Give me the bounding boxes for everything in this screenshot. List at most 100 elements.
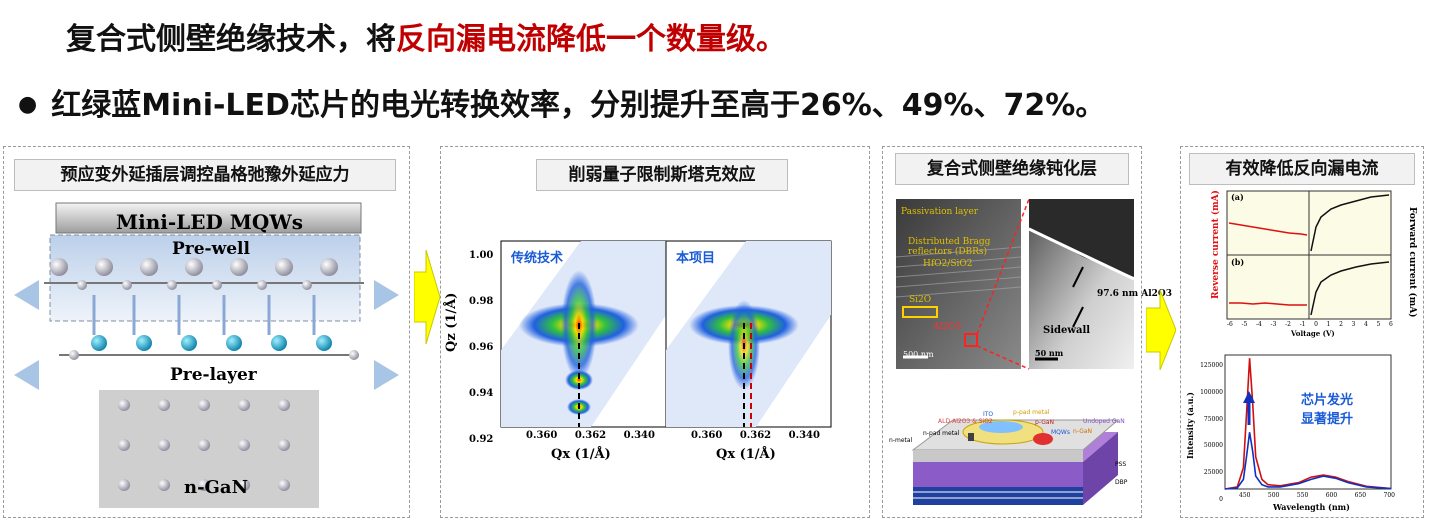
iv-x-tick: -5: [1241, 321, 1248, 328]
rsm-x-ticks-right: 0.360 0.362 0.340: [691, 430, 820, 441]
y-tick: 0.96: [469, 342, 494, 353]
annotation-line-2: 显著提升: [1301, 412, 1354, 427]
spectrum-x-ticks: 450 500 550 600 650 700: [1239, 492, 1395, 499]
rsm-x-ticks-left: 0.360 0.362 0.340: [526, 430, 655, 441]
device-nmetal-label: n-metal: [889, 437, 913, 444]
arrow-left-2: [14, 360, 39, 390]
spectrum-series-0: [1224, 358, 1392, 490]
panel-leakage: 有效降低反向漏电流 (a) (b) Reverse current (mA) F…: [1180, 146, 1424, 518]
tem-sio-label: Si2O: [909, 295, 932, 305]
panel-1-title: 预应变外延插层调控晶格弛豫外延应力: [14, 159, 396, 191]
arrow-right-2: [374, 360, 399, 390]
iv-figure: [1226, 190, 1392, 320]
spectrum-xlabel: Wavelength (nm): [1273, 502, 1350, 512]
spec-y-tick: 125000: [1200, 362, 1223, 369]
device-ppad-label: p-pad metal: [1013, 409, 1050, 416]
arrow-left-1: [14, 280, 39, 310]
spectrum-chart: [1224, 354, 1392, 490]
spec-y-tick: 100000: [1200, 388, 1223, 396]
spec-x-tick: 550: [1296, 492, 1309, 499]
zoom-box: [964, 333, 978, 347]
tem-scale-2: 50 nm: [1035, 348, 1064, 358]
arrow-right-1: [374, 280, 399, 310]
rsm-x-axis-label-left: Qx (1/Å): [551, 447, 611, 462]
tem-passivation-label: Passivation layer: [901, 207, 979, 217]
panel-3-title: 复合式侧壁绝缘钝化层: [895, 153, 1129, 185]
tem-stack-label: HfO2/SiO2: [923, 259, 973, 269]
device-ito-label: ITO: [983, 411, 994, 418]
spec-y-tick: 0: [1219, 495, 1223, 503]
iv-x-tick: -4: [1256, 321, 1262, 328]
iv-x-tick: 5: [1376, 321, 1381, 328]
spec-x-tick: 700: [1383, 492, 1395, 499]
spectrum-annotation: 芯片发光 显著提升: [1301, 391, 1353, 429]
panel-qcse: 削弱量子限制斯塔克效应 传统技术 本项目 Qz (1/Å) 1.00 0.98 …: [440, 146, 870, 518]
device-undoped-label: Undoped GaN: [1083, 418, 1125, 425]
increase-arrow-head: [1243, 391, 1255, 403]
device-ald-label: ALD-Al2O3 & SiO2: [938, 418, 993, 425]
headline-1-highlight: 反向漏电流降低一个数量级。: [396, 22, 786, 57]
strain-arrows: [92, 295, 316, 335]
flow-arrow-1: [414, 250, 440, 344]
iv-x-tick: 1: [1326, 321, 1331, 328]
x-tick: 0.362: [574, 430, 607, 441]
flow-arrow-2: [1146, 290, 1176, 370]
spec-x-tick: 450: [1239, 492, 1251, 499]
panel-2-title: 削弱量子限制斯塔克效应: [536, 159, 788, 191]
device-mqws-label: MQWs: [1051, 429, 1070, 436]
spec-y-tick: 25000: [1203, 469, 1223, 477]
iv-x-ticks: -6 -5 -4 -3 -2 -1 0 1 2 3 4 5 6: [1227, 321, 1393, 328]
headline-1: 复合式侧壁绝缘技术，将反向漏电流降低一个数量级。: [66, 14, 786, 58]
iv-x-tick: -2: [1285, 321, 1291, 328]
spec-x-tick: 600: [1325, 492, 1338, 499]
x-tick: 0.340: [788, 430, 820, 441]
iv-x-tick: 0: [1314, 321, 1318, 328]
y-tick: 0.98: [469, 296, 494, 307]
tem-dbr-label-1: Distributed Bragg: [908, 237, 991, 247]
prelayer-label: Pre-layer: [170, 365, 257, 385]
x-tick: 0.362: [739, 430, 772, 441]
mqw-banner: [55, 202, 362, 234]
rsm-right-label: 本项目: [676, 251, 716, 266]
iv-forward-b: [1310, 261, 1390, 316]
iv-ylabel-left: Reverse current (mA): [1211, 190, 1221, 299]
headline-2: ● 红绿蓝Mini-LED芯片的电光转换效率，分别提升至高于26%、49%、72%…: [18, 80, 1105, 124]
tem-dbr-label-2: reflectors (DBRs): [908, 247, 988, 257]
iv-x-tick: 3: [1351, 321, 1356, 328]
x-tick: 0.360: [691, 430, 723, 441]
iv-panel-a: (a): [1231, 192, 1244, 202]
device-npad-label: n-pad metal: [923, 430, 960, 437]
y-tick: 0.94: [469, 388, 494, 399]
bullet-icon: ●: [18, 92, 38, 117]
x-tick: 0.360: [526, 430, 558, 441]
prewell-atoms: [44, 258, 364, 290]
iv-x-tick: -6: [1227, 321, 1233, 328]
device-dbp-label: DBP: [1115, 479, 1128, 486]
spectrum-series-1: [1224, 432, 1392, 490]
y-tick: 0.92: [469, 434, 494, 445]
iv-panel-b: (b): [1231, 257, 1245, 267]
rsm-left-label: 传统技术: [511, 251, 564, 266]
annotation-line-1: 芯片发光: [1301, 393, 1354, 408]
rsm-figure: [500, 240, 832, 428]
prewell-region: [49, 234, 361, 322]
iv-xlabel: Voltage (V): [1291, 329, 1335, 338]
rsm-y-axis-label: Qz (1/Å): [444, 292, 459, 352]
rsm-x-axis-label-right: Qx (1/Å): [716, 447, 776, 462]
headline-1-prefix: 复合式侧壁绝缘技术，将: [66, 22, 396, 57]
iv-x-tick: -1: [1299, 321, 1306, 328]
spec-y-tick: 75000: [1203, 415, 1223, 423]
spectrum-plot-frame: [1224, 354, 1392, 490]
spec-x-tick: 500: [1267, 492, 1280, 499]
tem-image-1: [896, 199, 1021, 369]
tem-sidewall-label: Sidewall: [1043, 325, 1091, 336]
tem-scale-1: 500 nm: [903, 350, 934, 359]
ngan-atoms: [118, 399, 290, 491]
iv-reverse-a: [1228, 222, 1308, 236]
iv-x-tick: 2: [1339, 321, 1343, 328]
iv-reverse-b: [1229, 302, 1307, 306]
panel-sidewall: 复合式侧壁绝缘钝化层: [882, 146, 1172, 518]
device-ngan-label: n-GaN: [1073, 428, 1093, 435]
y-tick: 1.00: [469, 250, 494, 261]
panel-strain-epitaxy: 预应变外延插层调控晶格弛豫外延应力: [3, 146, 410, 518]
